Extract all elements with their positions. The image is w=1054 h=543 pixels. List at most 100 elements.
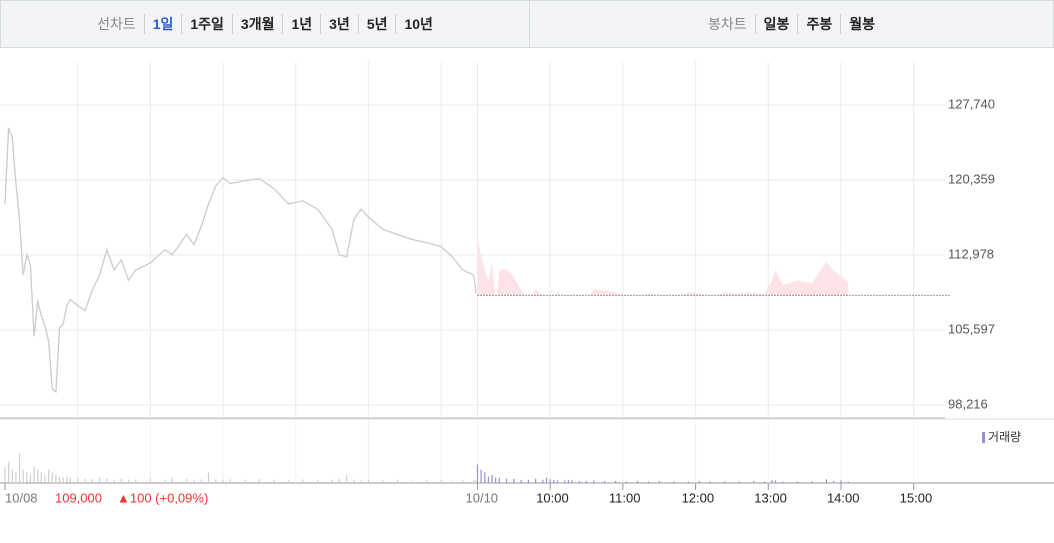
tab[interactable]: 5년 [357,14,396,34]
volume-bar [360,480,362,483]
tab[interactable]: 10년 [395,14,440,34]
volume-bar [215,478,217,483]
volume-bar [764,481,766,483]
volume-legend: 거래량 [988,430,1021,444]
line [4,127,477,394]
volume-bar [84,478,86,483]
volume-bar [316,480,319,483]
x-tick-label: 12:00 [682,490,715,505]
volume-bar [98,477,101,483]
volume-bar [66,476,68,483]
volume-bar [58,476,61,483]
toolbar: 선차트 1일 1주일 3개월 1년 3년 5년 10년 봉차트 일봉 주봉 월봉 [0,0,1054,48]
volume-bar [709,481,711,483]
y-tick-label: 98,216 [948,396,988,411]
volume-bar [396,479,399,483]
volume-bar [164,479,166,483]
volume-bar [113,479,115,483]
volume-bar [553,479,555,483]
y-tick-label: 120,359 [948,171,995,186]
volume-bar [542,479,544,483]
x-tick-label: 13:00 [754,490,787,505]
volume-bar [495,477,497,483]
volume-bar [578,480,580,483]
tab[interactable]: 1주일 [181,14,232,34]
change-label: ▲100 (+0,09%) [117,490,208,505]
volume-bar [476,464,479,483]
tab-label: 봉차트 [708,16,747,32]
volume-bar [615,480,617,483]
y-tick-label: 105,597 [948,321,995,336]
volume-bar [200,479,202,483]
tab[interactable]: 3년 [320,14,358,34]
tab-label: 선차트 [97,16,136,32]
candle-tabs: 봉차트 일봉 주봉 월봉 [530,1,1053,47]
volume-bar [4,467,6,483]
volume-bar [11,469,13,483]
volume-bar [658,480,660,483]
volume-bar [847,481,849,483]
volume-bar [796,481,798,483]
volume-bar [244,479,246,483]
volume-bar [186,478,188,483]
volume-bar [593,480,595,483]
tab[interactable]: 3개월 [231,14,283,34]
volume-bar [55,475,57,483]
volume-bar [229,479,231,483]
volume-bar [62,477,64,483]
volume-bar [738,481,740,483]
area [477,239,849,315]
x-tick-label: 10/10 [466,490,499,505]
y-tick-label: 127,740 [948,96,995,111]
volume-bar [811,481,813,483]
volume-bar [77,477,79,483]
tab[interactable]: 1년 [282,14,320,34]
volume-bar [567,479,569,483]
volume-bar [527,479,529,483]
x-tick-label: 15:00 [900,490,933,505]
volume-bar [37,469,39,483]
volume-bar [564,480,566,483]
volume-bar [549,479,551,483]
volume-bar [8,461,10,483]
tab[interactable]: 월봉 [840,14,883,34]
tab[interactable]: 일봉 [754,14,798,34]
volume-bar [353,479,355,483]
volume-bar [440,479,442,483]
volume-bar [698,480,700,483]
volume-bar [33,467,35,483]
volume-bar [484,472,486,483]
tab[interactable]: 1일 [143,14,182,34]
volume-bar [520,479,522,483]
volume-bar [222,479,224,483]
volume-bar [48,469,50,483]
volume-bar [753,480,755,483]
volume-bar [535,478,537,483]
volume-bar [571,480,573,483]
volume-bar [724,481,726,483]
legend-swatch [982,432,985,443]
volume-bar [487,476,490,483]
volume-bar [346,475,348,483]
volume-bar [69,477,72,483]
line [476,239,849,317]
x-tick-label: 10/08 [5,490,38,505]
volume-bar [673,481,675,483]
volume-bar [825,479,828,483]
volume-bar [44,475,46,483]
volume-bar [833,480,835,483]
volume-bar [338,478,340,483]
volume-bar [491,475,493,483]
volume-bar [451,480,453,483]
tab[interactable]: 주봉 [797,14,840,34]
volume-bar [556,480,559,483]
volume-bar [513,478,515,483]
volume-bar [382,480,384,483]
volume-bar [331,479,333,483]
volume-bar [411,480,413,483]
volume-bar [40,472,42,483]
volume-bar [51,472,53,483]
volume-bar [207,472,210,483]
